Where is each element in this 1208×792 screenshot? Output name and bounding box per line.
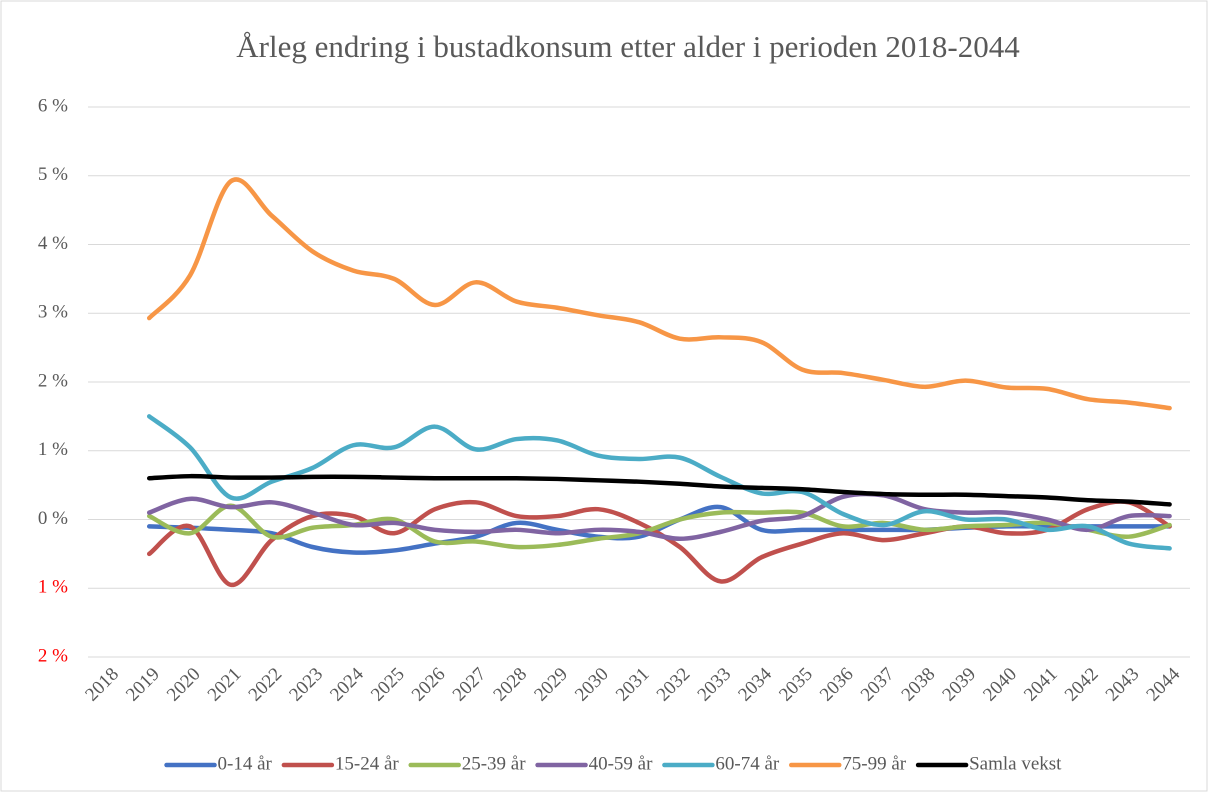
legend-label: 75-99 år [842, 753, 907, 774]
y-tick-label: 1 % [38, 439, 68, 460]
y-tick-label: 4 % [38, 233, 68, 254]
chart-title: Årleg endring i bustadkonsum etter alder… [236, 29, 1020, 64]
series-line [146, 177, 1172, 411]
y-tick-label: 3 % [38, 302, 68, 323]
legend-label: 25-39 år [462, 753, 527, 774]
y-tick-label: 2 % [38, 370, 68, 391]
legend-label: Samla vekst [969, 753, 1062, 774]
legend-label: 0-14 år [218, 753, 273, 774]
y-tick-label: 5 % [38, 164, 68, 185]
series-line [146, 414, 1172, 551]
legend-label: 60-74 år [715, 753, 780, 774]
legend-label: 15-24 år [335, 753, 400, 774]
series-line [146, 473, 1172, 507]
y-tick-label: 0 % [38, 508, 68, 529]
y-tick-label: 2 % [38, 645, 68, 666]
y-tick-label: 1 % [38, 577, 68, 598]
series-line [146, 491, 1172, 541]
legend: 0-14 år 15-24 år 25-39 år 40-59 år 60-74 år 7… [164, 753, 1062, 774]
series-line [146, 503, 1172, 550]
legend-label: 40-59 år [589, 753, 654, 774]
y-tick-label: 6 % [38, 95, 68, 116]
